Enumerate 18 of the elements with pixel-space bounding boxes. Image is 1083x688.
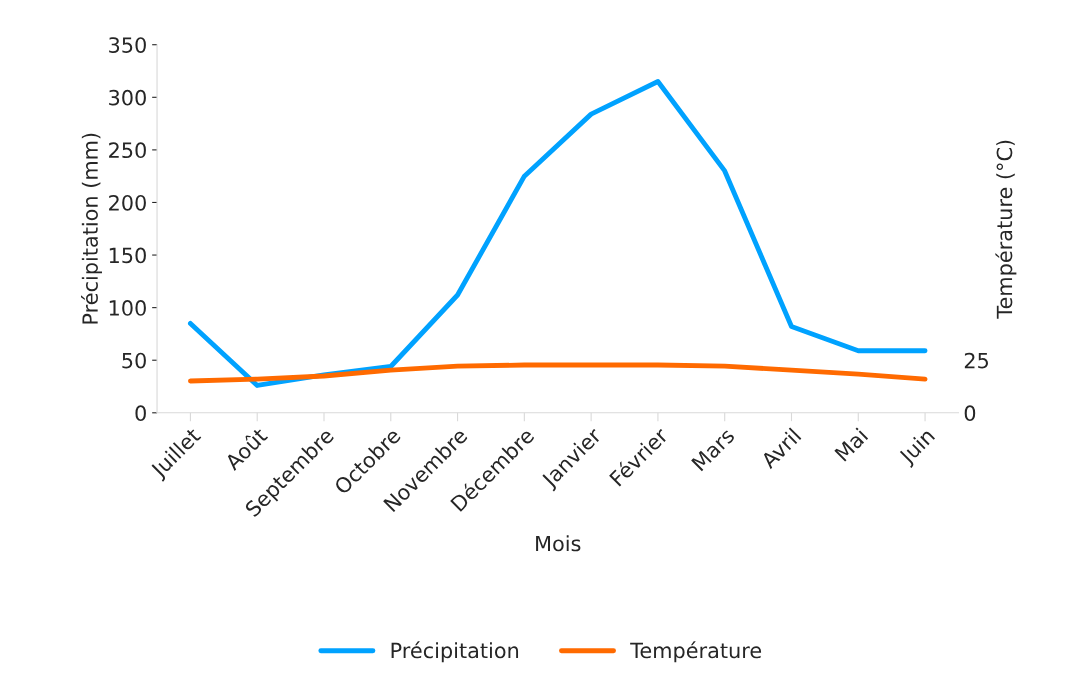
legend-label: Température [630,641,762,663]
y2-tick-label: 0 [964,405,976,422]
y-tick-label: 350 [109,37,146,53]
line-series [188,79,928,388]
y-tick-label: 50 [122,352,146,369]
y-axis-title: Précipitation (mm) [81,133,102,324]
y2-axis-title: Température (°C) [995,140,1017,319]
y-tick-label: 200 [109,194,146,211]
y-tick-label: 300 [109,89,146,106]
y-tick-label: 150 [109,247,146,264]
y2-tick-label: 25 [964,352,989,369]
x-tick-label: Mai [833,427,869,462]
legend-label: Précipitation [391,641,519,663]
y-tick-label: 250 [109,142,146,159]
y-tick-label: 100 [109,300,146,316]
line-series [188,362,928,384]
x-axis-title: Mois [536,535,581,552]
y-tick-label: 0 [135,405,146,422]
